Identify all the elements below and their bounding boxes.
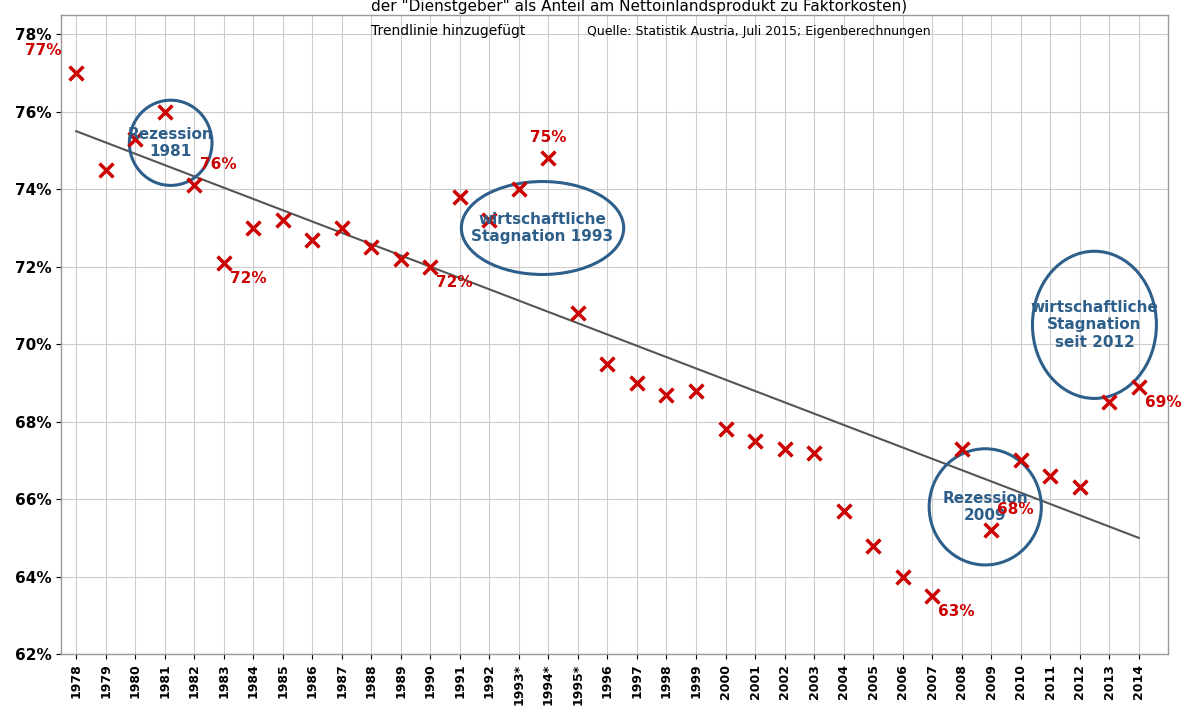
Point [1099,397,1118,408]
Point [96,164,115,176]
Point [686,385,706,397]
Point [391,253,410,265]
Point [332,222,352,234]
Point [775,443,794,454]
Text: 63%: 63% [938,604,974,619]
Point [598,358,617,369]
Point [923,590,942,602]
Text: 69%: 69% [1145,395,1181,410]
Point [361,242,380,253]
Point [126,133,145,145]
Point [952,443,971,454]
Text: wirtschaftliche
Stagnation 1993: wirtschaftliche Stagnation 1993 [472,212,613,244]
Point [274,215,293,226]
Point [745,436,764,447]
Point [480,215,499,226]
Point [569,307,588,319]
Point [656,389,676,400]
Text: Rezession
1981: Rezession 1981 [127,127,214,159]
Text: 75%: 75% [530,130,566,145]
Point [302,234,322,246]
Point [628,377,647,389]
Point [893,571,912,582]
Text: Quelle: Statistik Austria, Juli 2015; Eigenberechnungen: Quelle: Statistik Austria, Juli 2015; Ei… [587,25,931,38]
Point [539,153,558,164]
Point [155,106,174,117]
Point [421,261,440,272]
Point [834,505,853,516]
Text: 76%: 76% [200,157,236,172]
Point [244,222,263,234]
Point [1070,482,1090,493]
Point [1129,381,1148,392]
Text: 77%: 77% [25,42,61,58]
Point [1012,454,1031,466]
Text: 68%: 68% [997,502,1033,516]
Point [509,184,528,195]
Text: wirtschaftliche
Stagnation
seit 2012: wirtschaftliche Stagnation seit 2012 [1031,300,1158,350]
Point [214,257,233,269]
Point [185,180,204,192]
Point [864,540,883,552]
Point [1040,470,1060,482]
Point [450,192,469,203]
Point [716,423,736,435]
Text: Rezession
2009: Rezession 2009 [942,490,1028,523]
Text: 72%: 72% [229,271,266,286]
Text: 72%: 72% [437,275,473,290]
Point [67,68,86,79]
Text: der "Dienstgeber" als Anteil am Nettoinlandsprodukt zu Faktorkosten): der "Dienstgeber" als Anteil am Nettoinl… [371,0,907,14]
Point [804,447,823,459]
Text: Trendlinie hinzugefügt: Trendlinie hinzugefügt [371,24,526,38]
Point [982,524,1001,536]
